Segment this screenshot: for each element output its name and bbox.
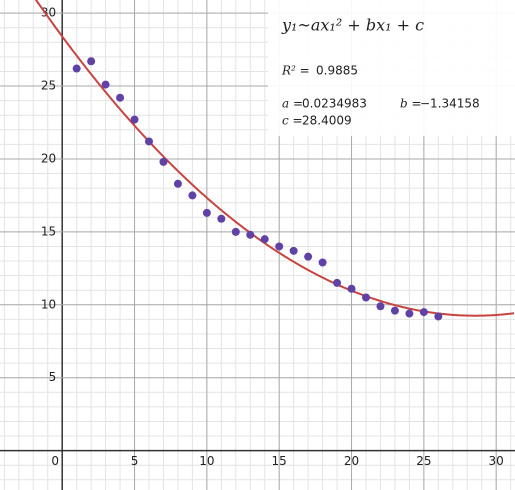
x-tick-label: 15 xyxy=(272,454,287,468)
param-name: b = xyxy=(400,97,422,111)
point xyxy=(116,93,125,102)
x-tick-label: 20 xyxy=(344,454,359,468)
point xyxy=(275,242,284,251)
equation: y₁~ax₁² + bx₁ + c xyxy=(281,16,424,35)
point xyxy=(173,179,182,188)
point xyxy=(130,115,139,124)
param-value: 0.0234983 xyxy=(302,97,367,111)
point xyxy=(260,235,269,244)
r2-value: 0.9885 xyxy=(316,64,358,78)
point xyxy=(304,252,313,261)
x-tick-label: 5 xyxy=(131,454,139,468)
point xyxy=(434,312,443,321)
point xyxy=(361,293,370,302)
param-name: a = xyxy=(282,97,303,111)
panel-bg xyxy=(268,0,515,136)
point xyxy=(159,157,168,166)
y-tick-label: 25 xyxy=(41,79,56,93)
plot xyxy=(34,0,515,321)
point xyxy=(188,191,197,200)
point xyxy=(145,137,154,146)
point xyxy=(333,278,342,287)
point xyxy=(376,302,385,311)
point xyxy=(419,308,428,317)
point xyxy=(289,246,298,255)
point xyxy=(405,309,414,318)
point xyxy=(72,64,81,73)
x-tick-label: 0 xyxy=(51,454,59,468)
y-tick-label: 20 xyxy=(41,151,56,165)
x-tick-label: 30 xyxy=(489,454,504,468)
point xyxy=(202,208,211,217)
point xyxy=(390,306,399,315)
x-tick-label: 25 xyxy=(416,454,431,468)
fit-panel: y₁~ax₁² + bx₁ + c R² = 0.9885 a =0.02349… xyxy=(268,0,515,136)
point xyxy=(87,57,96,66)
y-tick-label: 15 xyxy=(41,224,56,238)
param-value: −1.34158 xyxy=(420,97,480,111)
point xyxy=(101,80,110,89)
param-name: c = xyxy=(282,114,303,128)
y-tick-label: 10 xyxy=(41,297,56,311)
fit-curve xyxy=(34,0,515,317)
r2-name: R² = xyxy=(281,64,310,78)
point xyxy=(231,227,240,236)
point xyxy=(347,284,356,293)
x-tick-label: 10 xyxy=(199,454,214,468)
point xyxy=(318,258,327,267)
y-tick-label: 5 xyxy=(49,370,57,384)
point xyxy=(246,230,255,239)
param-value: 28.4009 xyxy=(302,114,352,128)
point xyxy=(217,214,226,223)
y-tick-label: 30 xyxy=(41,6,56,20)
